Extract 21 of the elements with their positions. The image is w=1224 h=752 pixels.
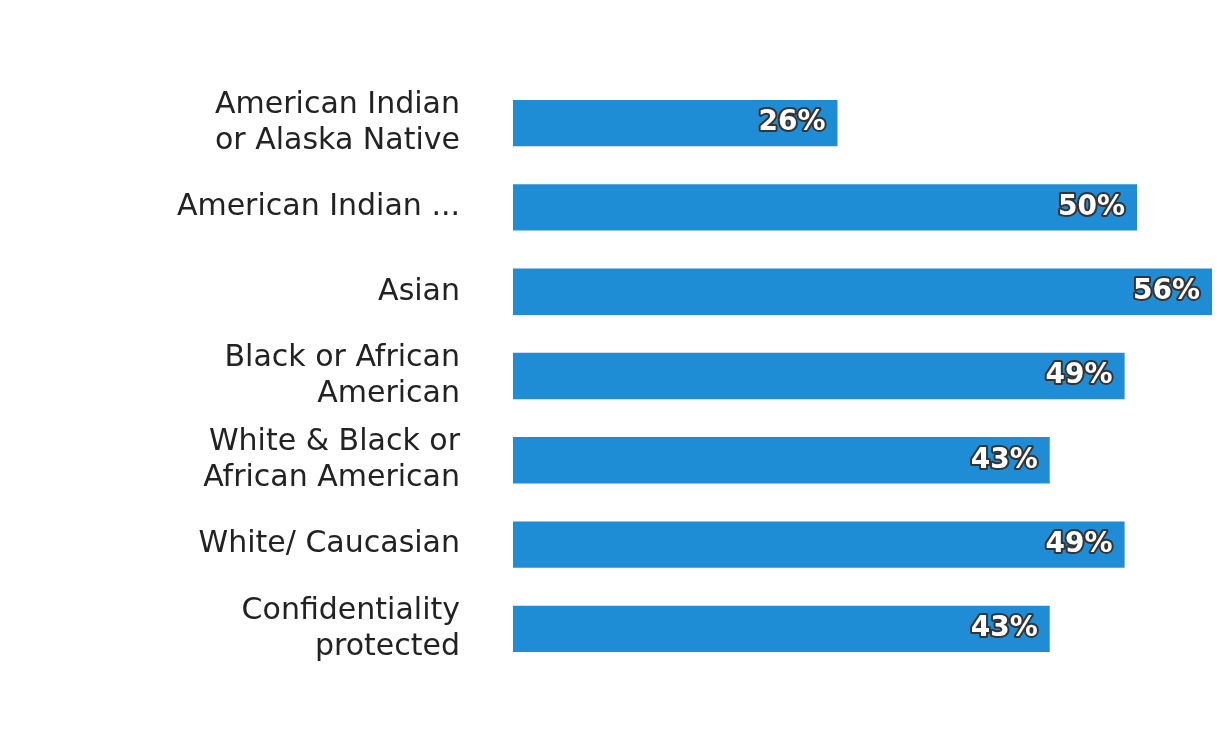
bar xyxy=(513,521,1125,568)
data-label: 50% xyxy=(1058,188,1126,222)
data-label: 49% xyxy=(1045,357,1113,391)
bar xyxy=(513,437,1050,484)
data-label: 56% xyxy=(1132,273,1200,306)
bar xyxy=(513,268,1212,315)
bar xyxy=(513,605,1050,653)
y-tick-label: Asian xyxy=(378,271,460,307)
y-tick-label: Confidentiality protected xyxy=(241,590,460,662)
data-label: 49% xyxy=(1045,525,1113,559)
data-label: 43% xyxy=(970,610,1038,644)
data-label: 26% xyxy=(758,104,826,138)
bar xyxy=(513,184,1138,231)
y-tick-label: American Indian ... xyxy=(176,187,460,223)
y-tick-label: Black or African American xyxy=(224,337,460,409)
bar xyxy=(513,352,1125,400)
y-tick-label: White & Black or African American xyxy=(203,422,461,494)
data-label: 43% xyxy=(970,441,1038,475)
y-tick-label: American Indian or Alaska Native xyxy=(215,84,460,156)
bar xyxy=(513,99,838,147)
y-tick-label: White/ Caucasian xyxy=(198,524,460,560)
